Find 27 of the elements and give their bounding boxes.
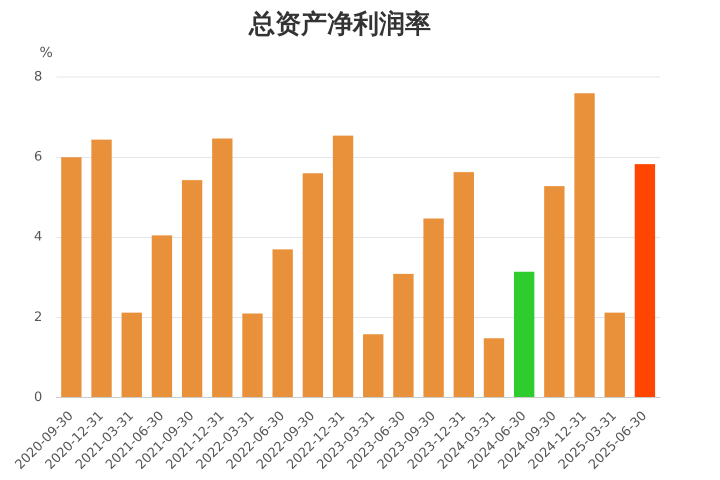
bar — [514, 272, 534, 398]
bar — [604, 312, 625, 398]
y-tick-label: 0 — [34, 390, 42, 405]
chart-title: 总资产净利润率 — [248, 9, 431, 40]
bar — [574, 93, 595, 398]
bar — [363, 334, 384, 398]
bar — [393, 274, 414, 398]
bar — [454, 172, 474, 398]
y-axis-title: % — [39, 45, 53, 62]
bar — [212, 138, 232, 398]
bar — [484, 338, 504, 398]
y-tick-label: 2 — [34, 310, 42, 325]
bar — [91, 140, 112, 398]
bar — [332, 136, 354, 398]
bar — [182, 180, 202, 398]
bar — [242, 313, 263, 398]
y-tick-label: 8 — [34, 70, 42, 85]
y-tick-label: 6 — [34, 150, 42, 165]
bar — [544, 186, 565, 398]
bar — [272, 249, 293, 398]
bar — [61, 157, 82, 398]
bar — [122, 312, 142, 398]
bar — [152, 235, 172, 398]
y-tick-label: 4 — [34, 230, 42, 245]
bar — [634, 164, 656, 398]
bar — [302, 173, 324, 398]
bar — [423, 218, 444, 398]
